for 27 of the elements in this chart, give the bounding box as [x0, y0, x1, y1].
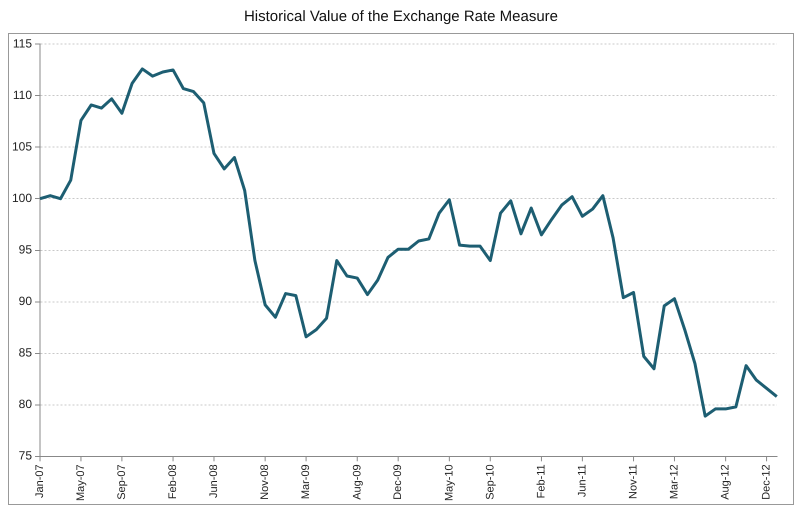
x-tick-label: May-10: [443, 464, 456, 502]
x-tick-label: Aug-09: [351, 464, 364, 500]
y-tick-label: 95: [18, 242, 32, 257]
y-tick-label: 110: [12, 88, 32, 102]
x-tick-label: May-07: [74, 464, 87, 502]
chart-title: Historical Value of the Exchange Rate Measure: [242, 8, 560, 25]
y-tick-label: 80: [18, 397, 32, 412]
y-tick-label: 90: [18, 294, 32, 308]
x-tick-label: Jan-07: [34, 464, 46, 498]
x-tick-label: Feb-11: [535, 464, 548, 498]
y-tick-label: 115: [12, 36, 32, 51]
x-tick-label: Dec-09: [392, 464, 404, 500]
x-tick-label: Dec-12: [760, 464, 773, 500]
y-tick-label: 105: [12, 140, 32, 154]
x-tick-label: Mar-09: [300, 464, 312, 500]
x-tick-label: Nov-08: [259, 464, 272, 500]
x-tick-label: Jun-08: [208, 464, 220, 498]
y-tick-label: 85: [18, 346, 32, 360]
y-tick-label: 100: [12, 191, 32, 206]
x-tick-label: Mar-12: [668, 464, 680, 500]
x-tick-label: Sep-10: [484, 464, 496, 500]
x-tick-label: Nov-11: [628, 464, 640, 499]
x-tick-label: Aug-12: [720, 464, 732, 500]
x-tick-label: Jun-11: [576, 464, 588, 498]
y-tick-label: 75: [18, 448, 32, 463]
x-tick-label: Feb-08: [167, 464, 180, 500]
x-tick-label: Sep-07: [116, 464, 128, 500]
